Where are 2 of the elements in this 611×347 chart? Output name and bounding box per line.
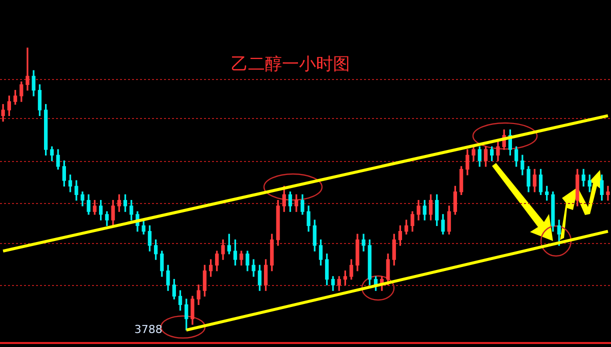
chart-title: 乙二醇一小时图 xyxy=(231,54,350,74)
annotation: 3788 xyxy=(134,322,162,336)
